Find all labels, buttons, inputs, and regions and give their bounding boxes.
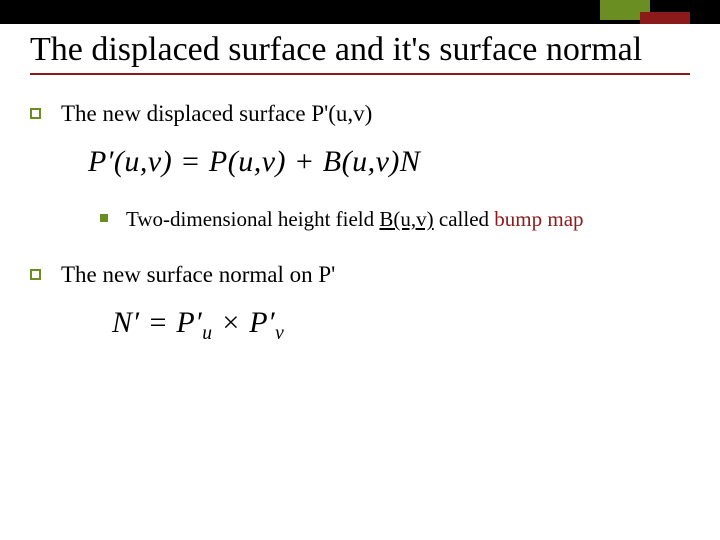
eq2-lhs: N′ = P′ — [112, 306, 202, 339]
top-decorative-bar — [0, 0, 720, 24]
accent-block-red — [640, 12, 690, 24]
bullet-item: The new surface normal on P' — [30, 262, 690, 288]
bullet-item: The new displaced surface P'(u,v) — [30, 101, 690, 127]
eq2-sub-u: u — [202, 323, 212, 344]
square-bullet-icon — [30, 108, 41, 119]
equation-surface-normal: N′ = P′u × P′v — [112, 306, 690, 345]
eq2-mid: × P′ — [212, 306, 275, 339]
equation-text: P′(u,v) = P(u,v) + B(u,v)N — [88, 145, 420, 178]
sub-bullet-text: Two-dimensional height field B(u,v) call… — [126, 207, 584, 232]
sub-bullet-item: Two-dimensional height field B(u,v) call… — [100, 207, 690, 232]
sub-prefix: Two-dimensional height field — [126, 207, 379, 231]
bullet-text: The new displaced surface P'(u,v) — [61, 101, 372, 127]
height-field-link: B(u,v) — [379, 207, 433, 231]
slide-title: The displaced surface and it's surface n… — [0, 24, 720, 73]
sub-mid: called — [434, 207, 495, 231]
equation-displaced-surface: P′(u,v) = P(u,v) + B(u,v)N — [88, 145, 690, 179]
bullet-text: The new surface normal on P' — [61, 262, 335, 288]
eq2-sub-v: v — [275, 323, 284, 344]
slide-content: The new displaced surface P'(u,v) P′(u,v… — [0, 75, 720, 345]
square-bullet-small-icon — [100, 214, 108, 222]
bump-map-highlight: bump map — [494, 207, 583, 231]
square-bullet-icon — [30, 269, 41, 280]
